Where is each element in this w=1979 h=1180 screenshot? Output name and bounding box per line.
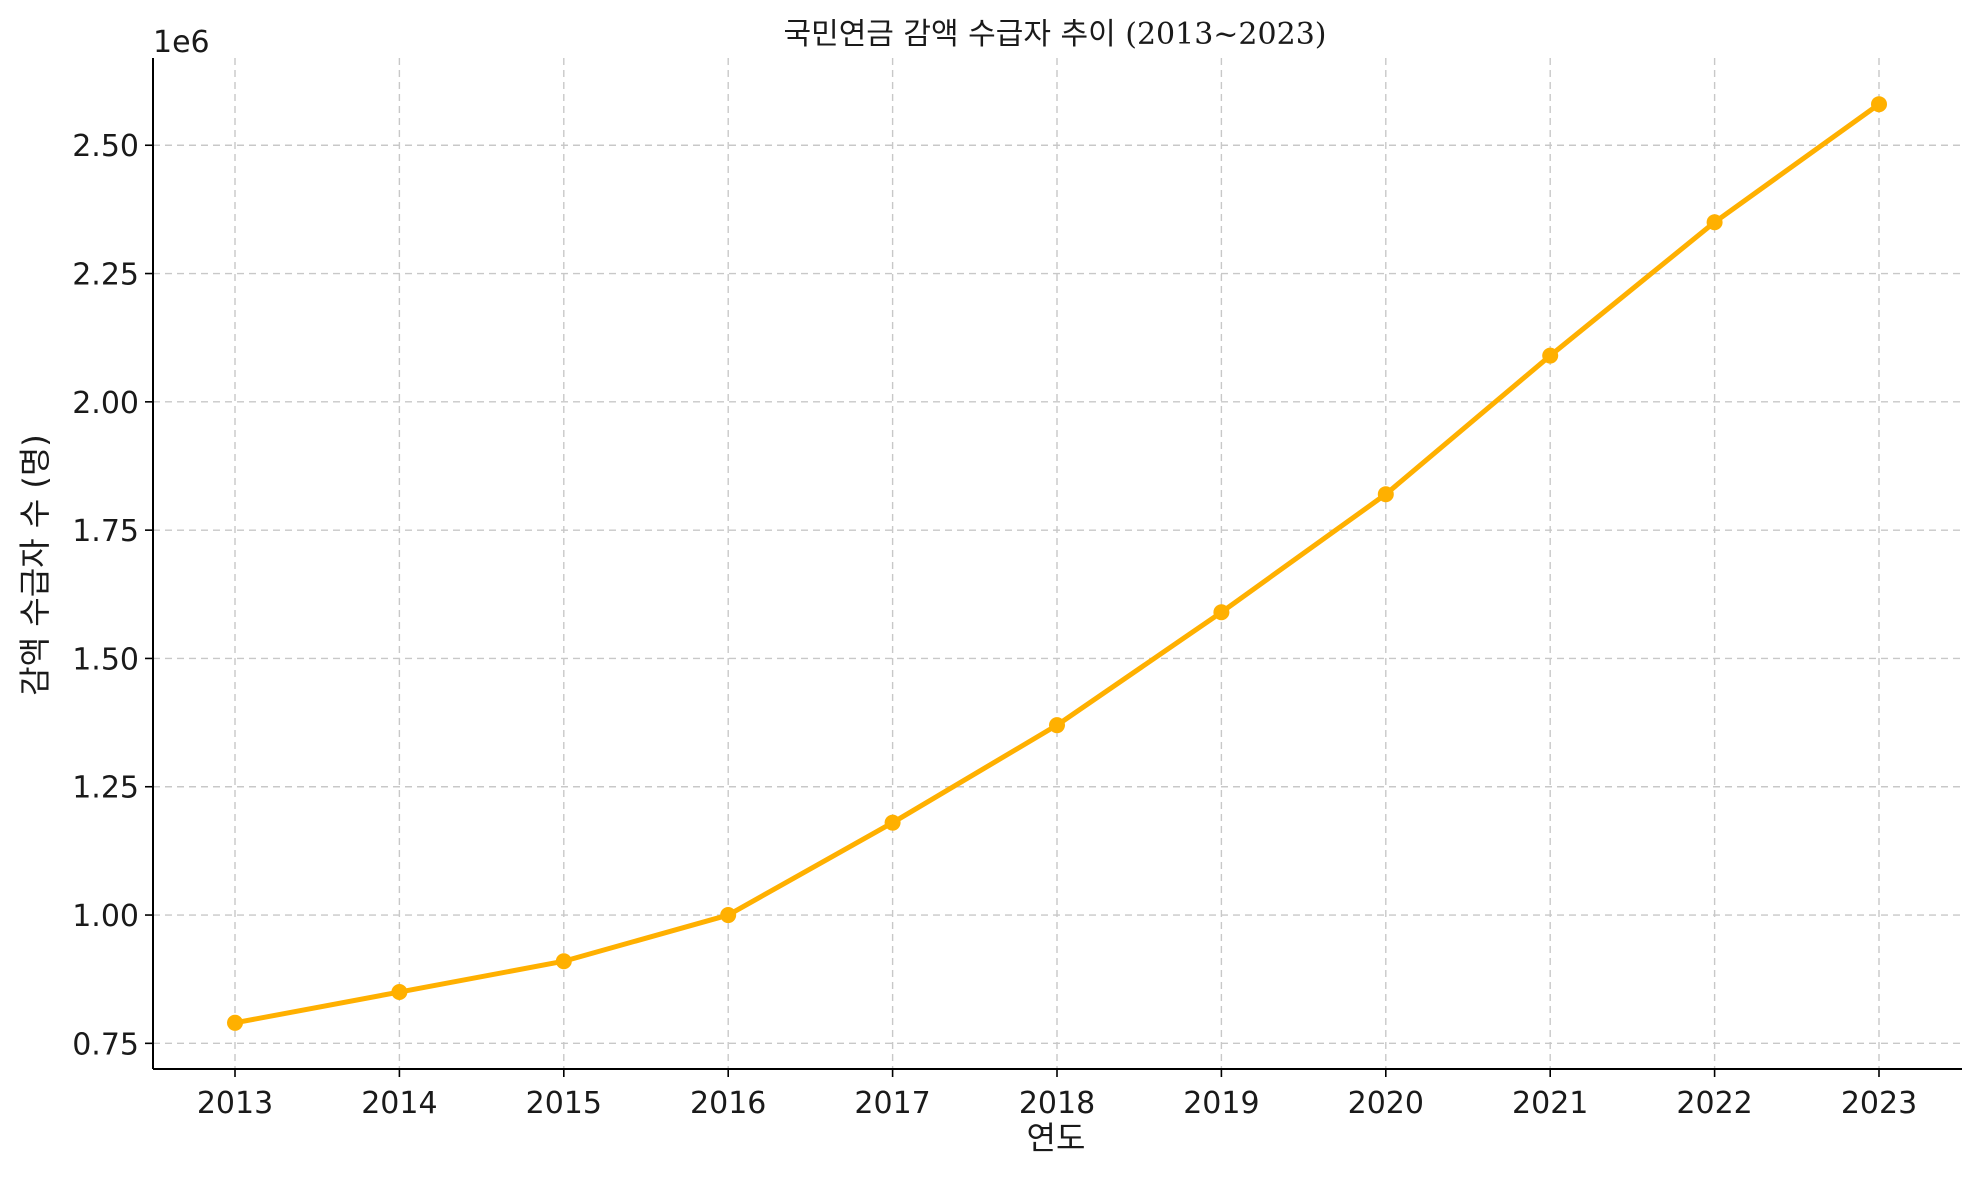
x-tick-label: 2015 <box>526 1086 602 1121</box>
y-offset-label: 1e6 <box>153 25 210 60</box>
grid <box>153 58 1962 1069</box>
x-tick-label: 2021 <box>1512 1086 1588 1121</box>
y-tick-label: 0.75 <box>72 1027 139 1062</box>
y-tick-label: 1.25 <box>72 771 139 806</box>
data-point <box>1542 347 1559 364</box>
y-tick-label: 2.50 <box>72 129 139 164</box>
y-tick-label: 2.25 <box>72 258 139 293</box>
y-tick-label: 2.00 <box>72 386 139 421</box>
ticks: 2013 2014 2015 2016 2017 2018 2019 2020 2021 2022… <box>72 129 1917 1121</box>
x-tick-label: 2020 <box>1348 1086 1424 1121</box>
y-tick-label: 1.75 <box>72 514 139 549</box>
x-tick-label: 2022 <box>1676 1086 1752 1121</box>
data-point <box>884 814 901 831</box>
y-tick-label: 1.50 <box>72 642 139 677</box>
data-point <box>1871 96 1887 113</box>
data-point <box>1213 604 1230 621</box>
data-point <box>720 907 737 924</box>
x-tick-label: 2023 <box>1841 1086 1917 1121</box>
y-tick-label: 1.00 <box>72 899 139 934</box>
data-point <box>1377 486 1394 503</box>
x-tick-label: 2013 <box>197 1086 273 1121</box>
x-tick-label: 2016 <box>690 1086 766 1121</box>
data-point <box>227 1014 243 1031</box>
data-point <box>555 953 572 970</box>
chart-title: 국민연금 감액 수급자 추이 (2013~2023) <box>784 17 1327 52</box>
x-tick-label: 2019 <box>1183 1086 1259 1121</box>
data-point <box>1706 214 1723 231</box>
series <box>227 96 1887 1031</box>
x-tick-label: 2014 <box>361 1086 437 1121</box>
x-tick-label: 2018 <box>1019 1086 1095 1121</box>
x-tick-label: 2017 <box>854 1086 930 1121</box>
data-point <box>1049 717 1065 734</box>
y-axis-title: 감액 수급자 수 (명) <box>16 434 54 696</box>
x-axis-title: 연도 <box>1027 1119 1086 1157</box>
data-point <box>391 984 408 1001</box>
